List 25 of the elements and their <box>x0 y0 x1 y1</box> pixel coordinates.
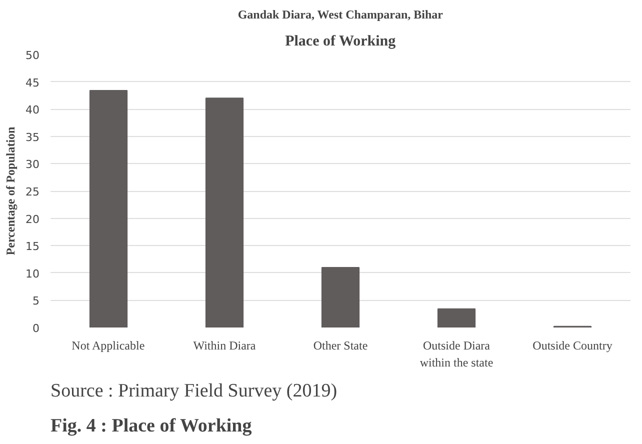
y-tick-label: 45 <box>26 76 40 90</box>
x-tick-label: Outside Diara within the state <box>420 338 494 370</box>
caption: Fig. 4 : Place of Working <box>50 416 252 436</box>
chart-subtitle: Place of Working <box>285 34 396 50</box>
y-tick-label: 10 <box>26 267 40 280</box>
x-tick-label: Within Diara <box>193 338 256 352</box>
y-axis-title: Percentage of Population <box>4 126 18 256</box>
bar <box>89 90 128 328</box>
y-tick-label: 25 <box>26 186 40 198</box>
y-tick-label: 0 <box>32 322 40 335</box>
y-tick-label: 50 <box>26 49 40 62</box>
source-note: Source : Primary Field Survey (2019) <box>50 380 338 402</box>
chart-title: Gandak Diara, West Champaran, Bihar <box>238 8 444 22</box>
y-tick-label: 30 <box>26 158 40 172</box>
bar <box>321 266 360 328</box>
x-tick-label: Outside Country <box>532 338 612 352</box>
bar <box>205 98 244 328</box>
x-tick-label: Not Applicable <box>72 338 145 352</box>
bar <box>437 308 476 328</box>
y-tick-label: 35 <box>26 130 40 144</box>
y-tick-label: 20 <box>26 212 40 226</box>
y-tick-label: 15 <box>26 240 40 254</box>
y-tick-label: 40 <box>26 104 40 117</box>
x-tick-label: Other State <box>313 338 368 352</box>
y-tick-label: 5 <box>32 294 40 308</box>
